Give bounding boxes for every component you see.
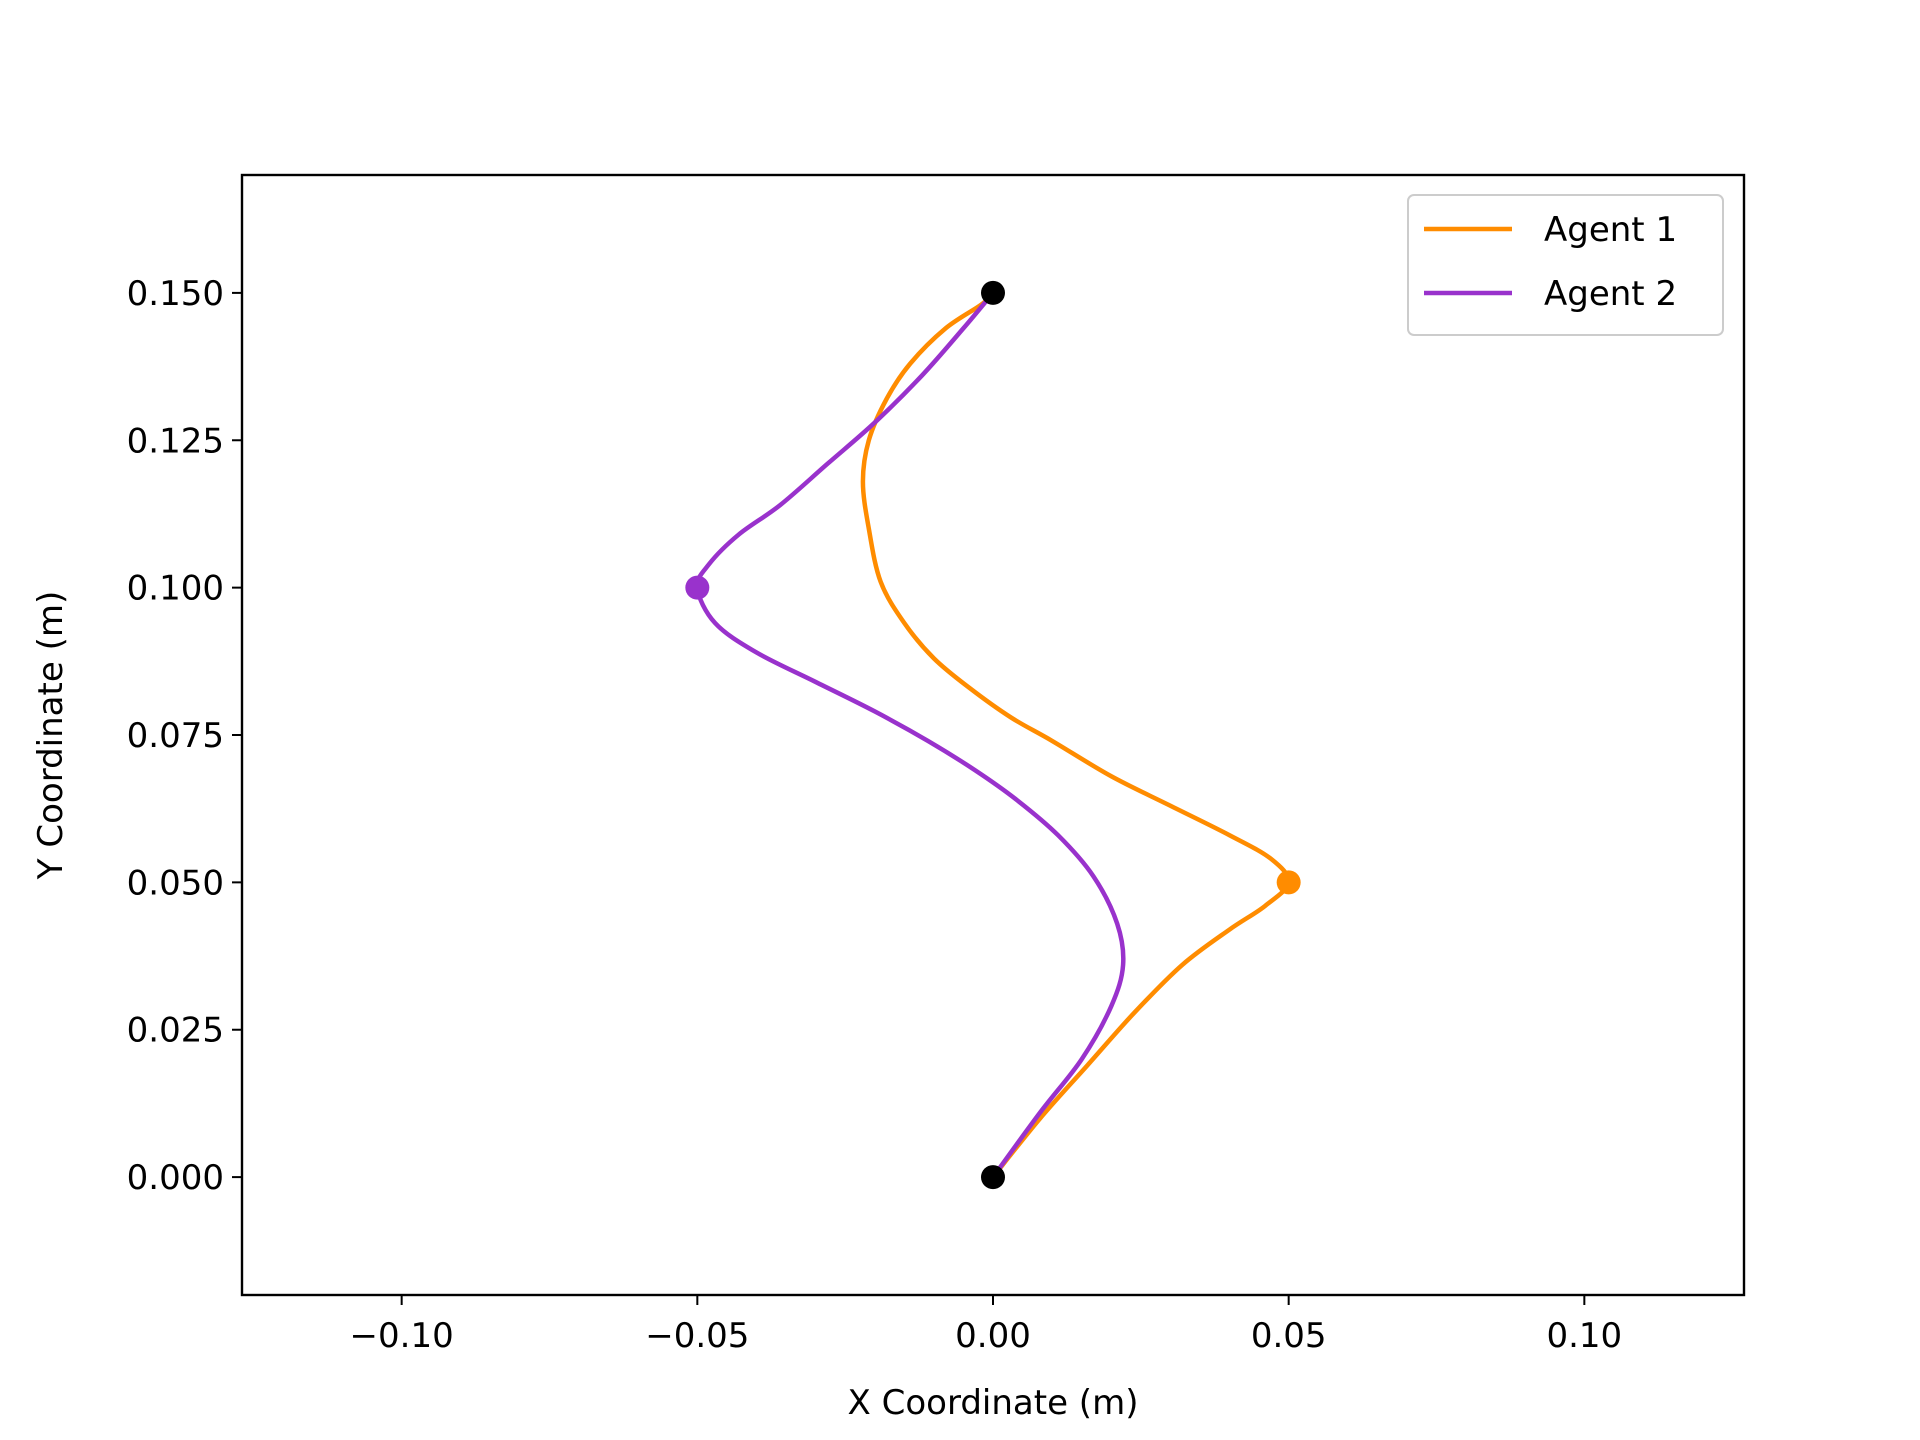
y-tick-label: 0.050 — [127, 863, 224, 903]
y-axis-label: Y Coordinate (m) — [31, 591, 71, 880]
marker-point — [981, 1165, 1005, 1190]
marker-point — [981, 280, 1005, 305]
y-tick-label: 0.075 — [127, 716, 224, 756]
x-tick-label: −0.10 — [350, 1316, 454, 1356]
legend-label-agent-2: Agent 2 — [1544, 274, 1677, 314]
legend: Agent 1 Agent 2 — [1407, 194, 1724, 336]
series-line-agent-2 — [695, 290, 1126, 1180]
x-tick-label: −0.05 — [645, 1316, 749, 1356]
x-tick-label: 0.00 — [955, 1316, 1031, 1356]
y-tick-label: 0.025 — [127, 1011, 224, 1051]
plot-frame — [240, 173, 1746, 1297]
y-tick-label: 0.150 — [127, 274, 224, 314]
y-axis-ticks: 0.000 0.025 0.050 0.075 0.100 0.125 0.150 — [127, 274, 242, 1198]
y-tick-label: 0.100 — [127, 569, 224, 609]
marker-point — [1276, 870, 1301, 895]
x-tick-label: 0.05 — [1251, 1316, 1327, 1356]
series-layer — [695, 290, 1291, 1180]
marker-layer — [685, 280, 1301, 1190]
legend-label-agent-1: Agent 1 — [1544, 210, 1677, 250]
marker-point — [685, 575, 710, 600]
x-axis-label: X Coordinate (m) — [848, 1383, 1139, 1423]
y-tick-label: 0.125 — [127, 421, 224, 461]
x-axis-ticks: −0.10 −0.05 0.00 0.05 0.10 — [350, 1295, 1622, 1356]
x-tick-label: 0.10 — [1546, 1316, 1622, 1356]
y-tick-label: 0.000 — [127, 1158, 224, 1198]
series-line-agent-1 — [860, 290, 1291, 1180]
